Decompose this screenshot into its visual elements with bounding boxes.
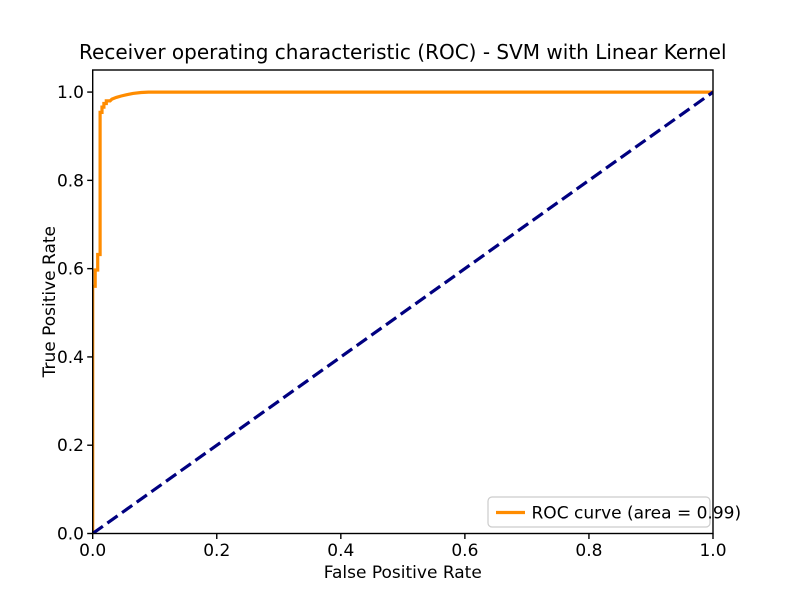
y-tick-label: 0.2 bbox=[57, 436, 84, 456]
y-tick-label: 1.0 bbox=[57, 83, 84, 103]
axis-ticks: 0.0 0.2 0.4 0.6 0.8 1.0 0.0 0.2 0.4 0.6 0.8 1.0 bbox=[57, 83, 727, 561]
x-axis-label: False Positive Rate bbox=[324, 563, 482, 583]
roc-curve-line bbox=[92, 90, 713, 534]
y-tick-label: 0.4 bbox=[57, 348, 84, 368]
x-tick-label: 0.0 bbox=[79, 541, 106, 561]
plot-area bbox=[92, 90, 713, 534]
x-tick-label: 0.6 bbox=[451, 541, 478, 561]
x-tick-label: 1.0 bbox=[699, 541, 726, 561]
y-axis-label: True Positive Rate bbox=[40, 226, 60, 378]
y-tick-label: 0.8 bbox=[57, 171, 84, 191]
legend-label: ROC curve (area = 0.99) bbox=[532, 504, 742, 524]
axes-frame bbox=[91, 69, 714, 535]
legend-box bbox=[487, 496, 711, 528]
x-tick-label: 0.2 bbox=[203, 541, 230, 561]
chance-diagonal-line bbox=[92, 90, 713, 534]
y-tick-label: 0.6 bbox=[57, 260, 84, 280]
x-tick-label: 0.4 bbox=[327, 541, 354, 561]
chart-title: Receiver operating characteristic (ROC) … bbox=[79, 40, 727, 64]
y-tick-label: 0.0 bbox=[57, 525, 84, 545]
legend: ROC curve (area = 0.99) bbox=[487, 496, 742, 528]
x-tick-label: 0.8 bbox=[575, 541, 602, 561]
